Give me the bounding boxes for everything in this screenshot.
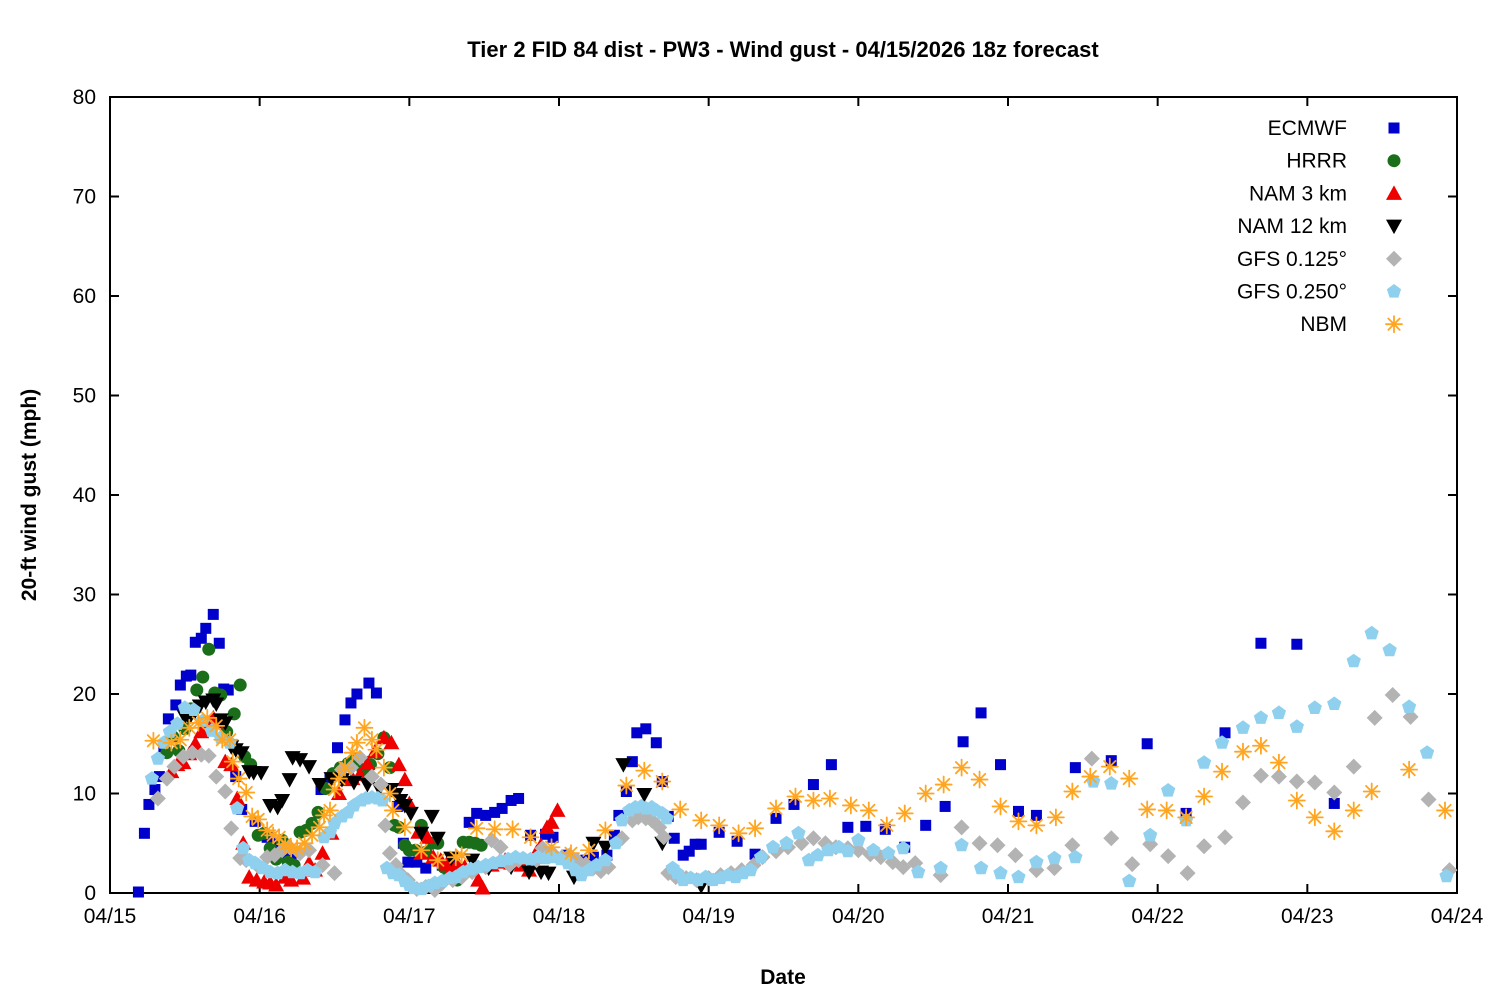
series-gfs-0-250 — [144, 625, 1454, 896]
legend-item-nbm: NBM — [1300, 313, 1403, 336]
y-tick-label: 50 — [73, 385, 96, 408]
x-tick-label: 04/20 — [832, 905, 885, 928]
legend-label: HRRR — [1286, 150, 1347, 173]
x-tick-label: 04/16 — [233, 905, 286, 928]
x-tick-label: 04/19 — [682, 905, 735, 928]
nam-3-km-marker-icon — [1386, 185, 1402, 200]
y-tick-label: 70 — [73, 186, 96, 209]
series-nbm — [144, 708, 1454, 870]
ecmwf-marker-icon — [1388, 122, 1400, 134]
x-tick-label: 04/22 — [1131, 905, 1184, 928]
legend: ECMWF HRRR NAM 3 km NAM 12 km GFS 0.125° GFS … — [1237, 117, 1403, 336]
legend-label: NBM — [1300, 313, 1347, 336]
legend-item-ecmwf: ECMWF — [1268, 117, 1400, 140]
hrrr-marker-icon — [1387, 154, 1401, 168]
plot-frame: 04/15 04/16 04/17 04/18 04/19 04/20 04/21 04/22… — [73, 86, 1484, 928]
y-tick-label: 10 — [73, 783, 96, 806]
legend-label: GFS 0.125° — [1237, 248, 1347, 271]
y-tick-label: 60 — [73, 285, 96, 308]
plot-points — [132, 608, 1458, 899]
y-tick-label: 40 — [73, 484, 96, 507]
y-axis-label: 20-ft wind gust (mph) — [18, 389, 41, 601]
gfs-0-125-marker-icon — [1386, 250, 1402, 267]
x-tick-label: 04/18 — [533, 905, 586, 928]
legend-label: GFS 0.250° — [1237, 281, 1347, 304]
legend-label: NAM 12 km — [1237, 215, 1347, 238]
legend-label: NAM 3 km — [1249, 182, 1347, 205]
legend-item-nam-12-km: NAM 12 km — [1237, 215, 1402, 238]
x-axis-label: Date — [760, 966, 806, 989]
nbm-marker-icon — [1385, 315, 1403, 334]
legend-item-gfs-0-250: GFS 0.250° — [1237, 281, 1402, 304]
legend-item-hrrr: HRRR — [1286, 150, 1401, 173]
y-tick-label: 80 — [73, 86, 96, 109]
x-tick-label: 04/24 — [1431, 905, 1484, 928]
x-tick-label: 04/17 — [383, 905, 436, 928]
x-tick-label: 04/23 — [1281, 905, 1334, 928]
x-tick-label: 04/21 — [982, 905, 1035, 928]
y-tick-label: 0 — [84, 882, 96, 905]
legend-label: ECMWF — [1268, 117, 1347, 140]
series-ecmwf — [132, 608, 1340, 898]
legend-item-gfs-0-125: GFS 0.125° — [1237, 248, 1402, 271]
y-tick-label: 20 — [73, 683, 96, 706]
y-tick-label: 30 — [73, 584, 96, 607]
x-tick-label: 04/15 — [84, 905, 137, 928]
chart-title: Tier 2 FID 84 dist - PW3 - Wind gust - 0… — [467, 37, 1099, 62]
gfs-0-250-marker-icon — [1386, 284, 1402, 298]
nam-12-km-marker-icon — [1386, 219, 1402, 235]
legend-item-nam-3-km: NAM 3 km — [1249, 182, 1402, 205]
